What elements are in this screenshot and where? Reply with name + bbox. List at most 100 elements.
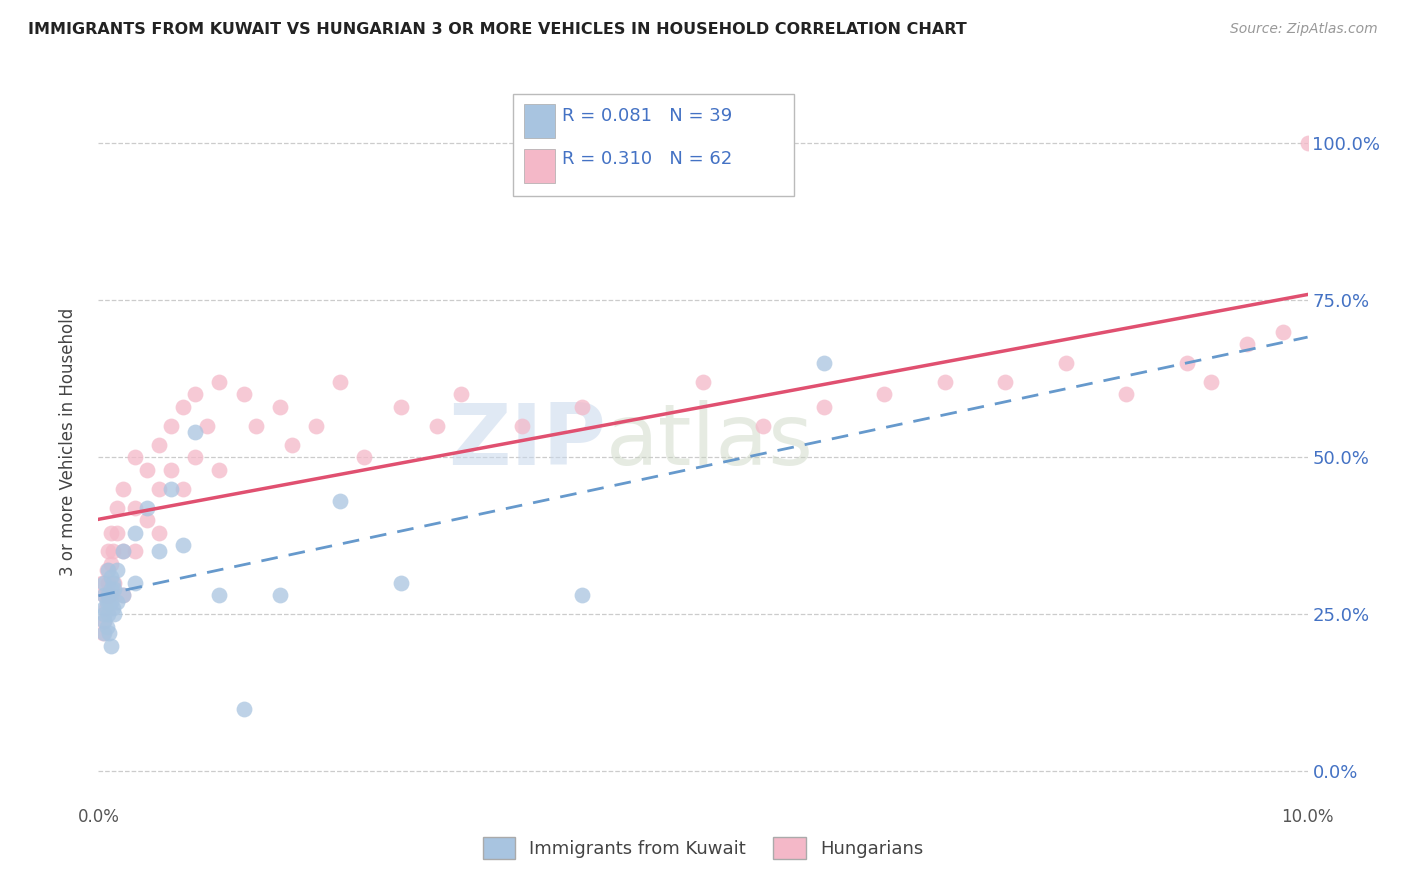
- Point: [135, 513, 157, 527]
- Point: [329, 375, 352, 389]
- Point: [426, 418, 449, 433]
- Point: [96, 563, 118, 577]
- Text: atlas: atlas: [606, 400, 814, 483]
- Point: [103, 575, 125, 590]
- Point: [281, 438, 304, 452]
- Point: [195, 418, 218, 433]
- Point: [1296, 136, 1319, 150]
- Point: [148, 525, 170, 540]
- Point: [96, 595, 118, 609]
- Point: [93, 601, 115, 615]
- Point: [1115, 387, 1137, 401]
- Point: [269, 589, 291, 603]
- Point: [93, 575, 115, 590]
- Point: [160, 463, 183, 477]
- Point: [510, 418, 533, 433]
- Point: [329, 494, 352, 508]
- Point: [389, 400, 412, 414]
- Point: [148, 544, 170, 558]
- Point: [100, 582, 122, 597]
- Point: [124, 544, 146, 558]
- Point: [160, 418, 183, 433]
- Point: [111, 482, 134, 496]
- Point: [105, 525, 128, 540]
- Point: [91, 575, 114, 590]
- Point: [98, 589, 121, 603]
- Point: [135, 463, 157, 477]
- Point: [105, 500, 128, 515]
- Point: [184, 450, 207, 465]
- Point: [97, 575, 120, 590]
- Point: [101, 544, 124, 558]
- Point: [103, 607, 125, 622]
- Y-axis label: 3 or more Vehicles in Household: 3 or more Vehicles in Household: [59, 308, 77, 575]
- Point: [353, 450, 375, 465]
- Point: [105, 595, 128, 609]
- Text: R = 0.081   N = 39: R = 0.081 N = 39: [562, 107, 733, 125]
- Point: [269, 400, 291, 414]
- Point: [389, 575, 412, 590]
- Point: [101, 575, 124, 590]
- Point: [111, 589, 134, 603]
- Point: [450, 387, 472, 401]
- Point: [105, 563, 128, 577]
- Point: [100, 589, 122, 603]
- Point: [93, 607, 115, 622]
- Point: [97, 607, 120, 622]
- Point: [160, 482, 183, 496]
- Point: [813, 400, 835, 414]
- Point: [571, 589, 593, 603]
- Point: [111, 589, 134, 603]
- Point: [100, 595, 122, 609]
- Point: [172, 538, 194, 552]
- Point: [94, 601, 117, 615]
- Text: ZIP: ZIP: [449, 400, 606, 483]
- Point: [208, 589, 231, 603]
- Point: [184, 425, 207, 439]
- Point: [1272, 325, 1295, 339]
- Point: [93, 589, 115, 603]
- Point: [692, 375, 714, 389]
- Text: Source: ZipAtlas.com: Source: ZipAtlas.com: [1230, 22, 1378, 37]
- Point: [124, 500, 146, 515]
- Point: [148, 438, 170, 452]
- Point: [100, 525, 122, 540]
- Point: [97, 544, 120, 558]
- Point: [232, 387, 254, 401]
- Point: [1175, 356, 1198, 370]
- Point: [873, 387, 896, 401]
- Point: [93, 626, 115, 640]
- Point: [1199, 375, 1222, 389]
- Point: [100, 569, 122, 583]
- Point: [111, 544, 134, 558]
- Point: [752, 418, 775, 433]
- Point: [135, 500, 157, 515]
- Point: [245, 418, 267, 433]
- Point: [93, 614, 115, 628]
- Point: [184, 387, 207, 401]
- Point: [232, 701, 254, 715]
- Point: [124, 525, 146, 540]
- Point: [103, 582, 125, 597]
- Text: IMMIGRANTS FROM KUWAIT VS HUNGARIAN 3 OR MORE VEHICLES IN HOUSEHOLD CORRELATION : IMMIGRANTS FROM KUWAIT VS HUNGARIAN 3 OR…: [28, 22, 967, 37]
- Point: [1236, 337, 1258, 351]
- Point: [96, 620, 118, 634]
- Point: [571, 400, 593, 414]
- Point: [934, 375, 956, 389]
- Point: [100, 557, 122, 571]
- Point: [101, 601, 124, 615]
- Point: [172, 400, 194, 414]
- Point: [148, 482, 170, 496]
- Point: [98, 626, 121, 640]
- Point: [208, 463, 231, 477]
- Point: [208, 375, 231, 389]
- Point: [97, 563, 120, 577]
- Point: [305, 418, 328, 433]
- Point: [91, 626, 114, 640]
- Point: [97, 589, 120, 603]
- Point: [111, 544, 134, 558]
- Point: [813, 356, 835, 370]
- Point: [96, 589, 118, 603]
- Point: [994, 375, 1017, 389]
- Point: [93, 589, 115, 603]
